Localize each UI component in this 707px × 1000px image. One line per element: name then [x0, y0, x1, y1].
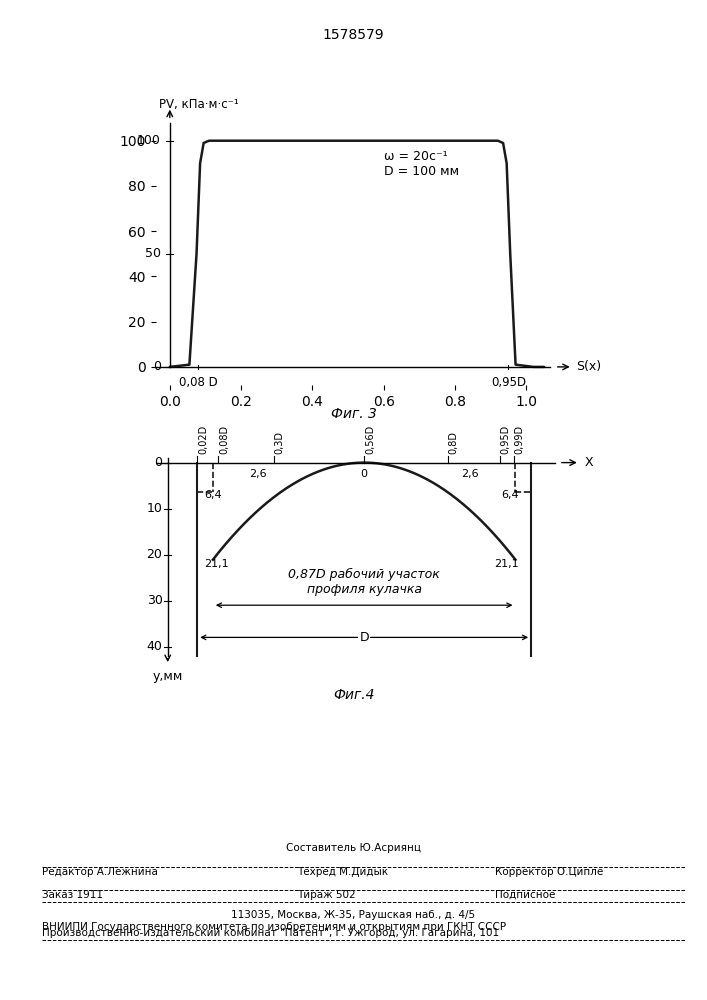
Text: 0: 0: [153, 360, 161, 373]
Text: 1578579: 1578579: [322, 28, 385, 42]
Text: 0,8D: 0,8D: [449, 431, 459, 454]
Text: 2,6: 2,6: [250, 469, 267, 479]
Text: 20: 20: [146, 548, 163, 561]
Text: 100: 100: [137, 134, 161, 147]
Text: 6,4: 6,4: [204, 490, 222, 500]
Text: 0: 0: [155, 456, 163, 469]
Text: Фиг. 3: Фиг. 3: [331, 407, 376, 421]
Text: 40: 40: [146, 640, 163, 653]
Text: Корректор О.Ципле: Корректор О.Ципле: [495, 867, 603, 877]
Text: 113035, Москва, Ж-35, Раушская наб., д. 4/5: 113035, Москва, Ж-35, Раушская наб., д. …: [231, 910, 476, 920]
Text: Техред М.Дидык: Техред М.Дидык: [297, 867, 388, 877]
Text: Фиг.4: Фиг.4: [333, 688, 374, 702]
Text: y,мм: y,мм: [153, 670, 183, 683]
Text: 2,6: 2,6: [462, 469, 479, 479]
Text: 0,56D: 0,56D: [366, 425, 375, 454]
Text: 0,02D: 0,02D: [198, 425, 209, 454]
Text: S(x): S(x): [576, 360, 601, 373]
Text: 0,87D рабочий участок
профиля кулачка: 0,87D рабочий участок профиля кулачка: [288, 568, 440, 596]
Text: 0,99D: 0,99D: [515, 425, 525, 454]
Text: Редактор А.Лежнина: Редактор А.Лежнина: [42, 867, 158, 877]
Text: 0,95D: 0,95D: [491, 376, 526, 389]
Text: 0,08 D: 0,08 D: [179, 376, 218, 389]
Text: ω = 20с⁻¹
D = 100 мм: ω = 20с⁻¹ D = 100 мм: [384, 150, 459, 178]
Text: Тираж 502: Тираж 502: [297, 890, 356, 900]
Text: 0,08D: 0,08D: [219, 425, 229, 454]
Text: 0,95D: 0,95D: [501, 425, 511, 454]
Text: PV, кПа·м·с⁻¹: PV, кПа·м·с⁻¹: [159, 98, 239, 111]
Text: Подписное: Подписное: [495, 890, 555, 900]
Text: D: D: [359, 631, 369, 644]
Text: 21,1: 21,1: [494, 559, 519, 569]
Text: Производственно-издательский комбинат "Патент", г. Ужгород, ул. Гагарина, 101: Производственно-издательский комбинат "П…: [42, 928, 500, 938]
Text: 21,1: 21,1: [204, 559, 229, 569]
Text: 0,3D: 0,3D: [275, 431, 285, 454]
Text: 50: 50: [145, 247, 161, 260]
Text: 10: 10: [146, 502, 163, 515]
Text: X: X: [585, 456, 594, 469]
Text: ВНИИПИ Государственного комитета по изобретениям и открытиям при ГКНТ СССР: ВНИИПИ Государственного комитета по изоб…: [42, 922, 506, 932]
Text: 6,4: 6,4: [501, 490, 519, 500]
Text: Составитель Ю.Асриянц: Составитель Ю.Асриянц: [286, 843, 421, 853]
Text: 0: 0: [361, 469, 368, 479]
Text: Заказ 1911: Заказ 1911: [42, 890, 103, 900]
Text: 30: 30: [146, 594, 163, 607]
